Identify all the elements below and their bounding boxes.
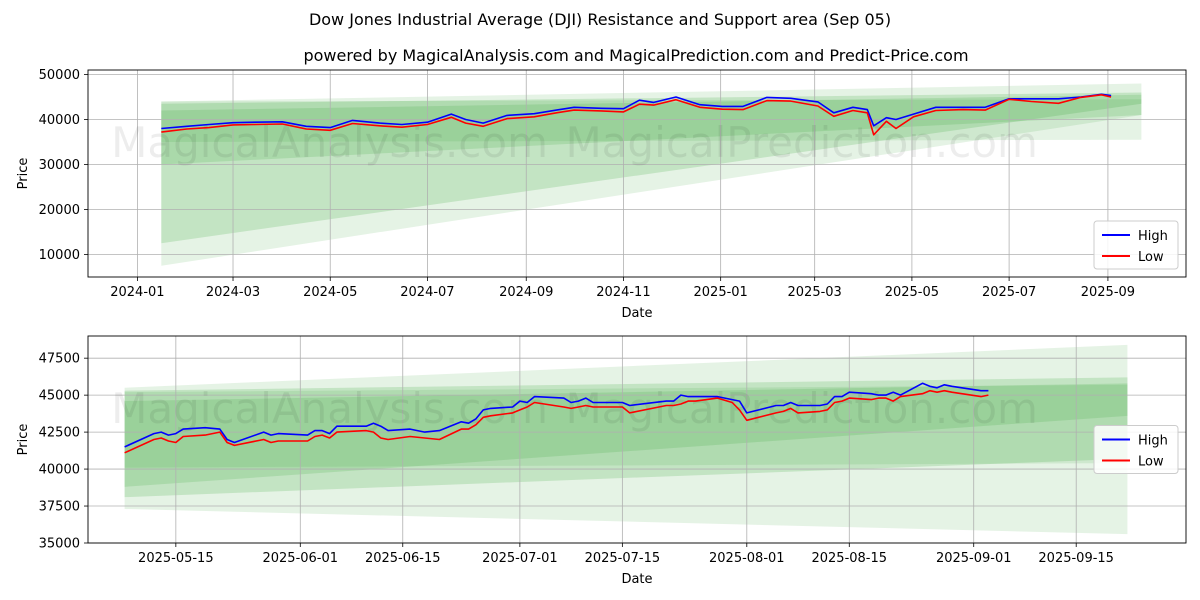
x-tick-label: 2025-07 [982, 285, 1036, 300]
y-tick-label: 42500 [39, 426, 80, 441]
y-tick-label: 50000 [39, 68, 80, 83]
chart-subtitle: powered by MagicalAnalysis.com and Magic… [303, 46, 969, 65]
x-tick-label: 2025-09-01 [936, 551, 1012, 566]
watermark-text: MagicalAnalysis.com [111, 384, 548, 433]
band-4 [124, 384, 1128, 468]
y-tick-label: 10000 [39, 248, 80, 263]
y-tick-label: 35000 [39, 537, 80, 552]
x-tick-label: 2024-07 [400, 285, 454, 300]
x-tick-label: 2024-09 [499, 285, 553, 300]
y-tick-label: 40000 [39, 463, 80, 478]
series-low-line [124, 389, 989, 454]
y-axis-label: Price [16, 424, 31, 456]
legend: High Low [1093, 425, 1179, 474]
band-3 [124, 383, 1128, 487]
x-tick-label: 2025-05 [885, 285, 939, 300]
x-tick-label: 2024-03 [206, 285, 260, 300]
watermark-text: MagicalPrediction.com [565, 384, 1038, 433]
legend-high-label: High [1138, 229, 1168, 244]
y-tick-label: 45000 [39, 389, 80, 404]
band-4 [161, 99, 1142, 142]
x-tick-label: 2025-08-01 [709, 551, 785, 566]
series-high-line [124, 382, 989, 448]
x-tick-label: 2025-03 [788, 285, 842, 300]
support-resistance-bands [124, 344, 1128, 535]
chart-panel-2: 2025-05-15 2025-06-01 2025-06-15 2025-07-01… [16, 335, 1187, 587]
x-tick-label: 2025-07-01 [482, 551, 558, 566]
y-tick-label: 30000 [39, 158, 80, 173]
chart-title: Dow Jones Industrial Average (DJI) Resis… [308, 10, 892, 29]
series [124, 382, 989, 454]
legend-low-label: Low [1138, 250, 1164, 265]
y-tick-label: 20000 [39, 203, 80, 218]
y-tick-label: 37500 [39, 500, 80, 515]
support-resistance-bands [161, 83, 1142, 266]
legend-high-label: High [1138, 434, 1168, 449]
x-tick-label: 2025-07-15 [585, 551, 661, 566]
series-low-line [161, 94, 1112, 136]
band-2 [161, 92, 1142, 244]
grid [88, 70, 1186, 277]
x-tick-label: 2024-01 [110, 285, 164, 300]
y-tick-label: 47500 [39, 352, 80, 367]
x-tick-label: 2025-09-15 [1038, 551, 1114, 566]
band-3 [161, 94, 1142, 165]
series-high-line [161, 93, 1112, 130]
legend: High Low [1093, 220, 1179, 270]
x-tick-label: 2025-08-15 [811, 551, 887, 566]
x-tick-label: 2025-05-15 [138, 551, 214, 566]
x-axis-label: Date [621, 306, 652, 321]
x-axis-label: Date [621, 572, 652, 587]
plot-frame [87, 69, 1187, 278]
band-1 [124, 344, 1128, 535]
x-tick-label: 2025-06-01 [262, 551, 338, 566]
watermark-text: MagicalPrediction.com [565, 118, 1038, 167]
y-tick-label: 40000 [39, 113, 80, 128]
legend-low-label: Low [1138, 455, 1164, 470]
x-tick-label: 2025-09 [1081, 285, 1135, 300]
x-tick-label: 2024-05 [303, 285, 357, 300]
plot-frame [87, 335, 1187, 544]
chart-panel-1: 2024-01 2024-03 2024-05 2024-07 2024-09 2024-… [16, 68, 1187, 321]
x-tick-label: 2024-11 [596, 285, 650, 300]
x-tick-label: 2025-01 [694, 285, 748, 300]
series [161, 93, 1112, 136]
y-axis-label: Price [16, 158, 31, 190]
x-tick-label: 2025-06-15 [365, 551, 441, 566]
band-2 [124, 377, 1128, 498]
watermark-text: MagicalAnalysis.com [111, 118, 548, 167]
